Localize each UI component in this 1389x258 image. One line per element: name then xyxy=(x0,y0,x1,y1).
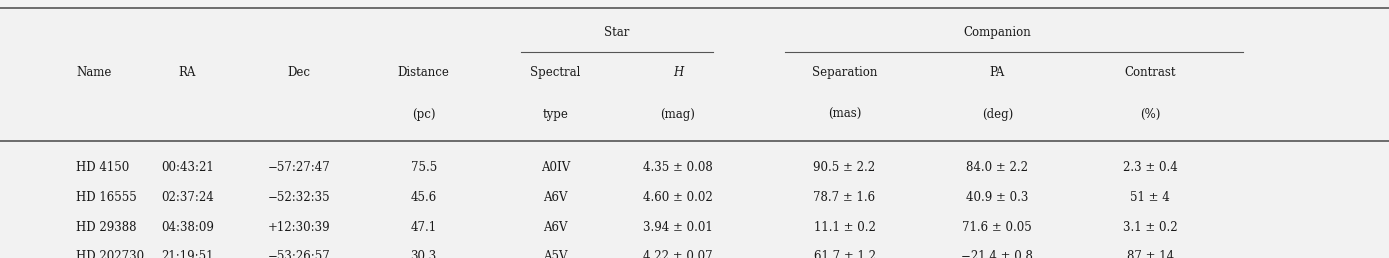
Text: Dec: Dec xyxy=(288,66,310,79)
Text: HD 4150: HD 4150 xyxy=(76,161,129,174)
Text: 4.22 ± 0.07: 4.22 ± 0.07 xyxy=(643,250,713,258)
Text: HD 29388: HD 29388 xyxy=(76,221,138,233)
Text: RA: RA xyxy=(179,66,196,79)
Text: (%): (%) xyxy=(1140,108,1160,121)
Text: Spectral: Spectral xyxy=(531,66,581,79)
Text: A6V: A6V xyxy=(543,221,568,233)
Text: −21.4 ± 0.8: −21.4 ± 0.8 xyxy=(961,250,1033,258)
Text: 47.1: 47.1 xyxy=(411,221,436,233)
Text: 45.6: 45.6 xyxy=(411,191,436,204)
Text: −52:32:35: −52:32:35 xyxy=(267,191,331,204)
Text: 30.3: 30.3 xyxy=(411,250,436,258)
Text: A0IV: A0IV xyxy=(540,161,571,174)
Text: 51 ± 4: 51 ± 4 xyxy=(1131,191,1170,204)
Text: HD 16555: HD 16555 xyxy=(76,191,138,204)
Text: (mas): (mas) xyxy=(828,108,861,121)
Text: A5V: A5V xyxy=(543,250,568,258)
Text: 3.94 ± 0.01: 3.94 ± 0.01 xyxy=(643,221,713,233)
Text: Star: Star xyxy=(604,26,629,39)
Text: 78.7 ± 1.6: 78.7 ± 1.6 xyxy=(814,191,875,204)
Text: (pc): (pc) xyxy=(413,108,435,121)
Text: A6V: A6V xyxy=(543,191,568,204)
Text: Contrast: Contrast xyxy=(1124,66,1176,79)
Text: H: H xyxy=(672,66,683,79)
Text: −57:27:47: −57:27:47 xyxy=(267,161,331,174)
Text: 90.5 ± 2.2: 90.5 ± 2.2 xyxy=(814,161,875,174)
Text: 02:37:24: 02:37:24 xyxy=(161,191,214,204)
Text: HD 202730: HD 202730 xyxy=(76,250,144,258)
Text: 87 ± 14: 87 ± 14 xyxy=(1126,250,1174,258)
Text: 84.0 ± 2.2: 84.0 ± 2.2 xyxy=(967,161,1028,174)
Text: (deg): (deg) xyxy=(982,108,1013,121)
Text: +12:30:39: +12:30:39 xyxy=(267,221,331,233)
Text: 11.1 ± 0.2: 11.1 ± 0.2 xyxy=(814,221,875,233)
Text: 61.7 ± 1.2: 61.7 ± 1.2 xyxy=(814,250,875,258)
Text: PA: PA xyxy=(990,66,1004,79)
Text: type: type xyxy=(543,108,568,121)
Text: Distance: Distance xyxy=(397,66,450,79)
Text: −53:26:57: −53:26:57 xyxy=(267,250,331,258)
Text: 3.1 ± 0.2: 3.1 ± 0.2 xyxy=(1122,221,1178,233)
Text: Companion: Companion xyxy=(964,26,1031,39)
Text: 04:38:09: 04:38:09 xyxy=(161,221,214,233)
Text: (mag): (mag) xyxy=(660,108,696,121)
Text: 21:19:51: 21:19:51 xyxy=(161,250,214,258)
Text: 00:43:21: 00:43:21 xyxy=(161,161,214,174)
Text: 2.3 ± 0.4: 2.3 ± 0.4 xyxy=(1122,161,1178,174)
Text: Separation: Separation xyxy=(811,66,878,79)
Text: 4.60 ± 0.02: 4.60 ± 0.02 xyxy=(643,191,713,204)
Text: 75.5: 75.5 xyxy=(411,161,436,174)
Text: 4.35 ± 0.08: 4.35 ± 0.08 xyxy=(643,161,713,174)
Text: 71.6 ± 0.05: 71.6 ± 0.05 xyxy=(963,221,1032,233)
Text: 40.9 ± 0.3: 40.9 ± 0.3 xyxy=(967,191,1028,204)
Text: Name: Name xyxy=(76,66,111,79)
